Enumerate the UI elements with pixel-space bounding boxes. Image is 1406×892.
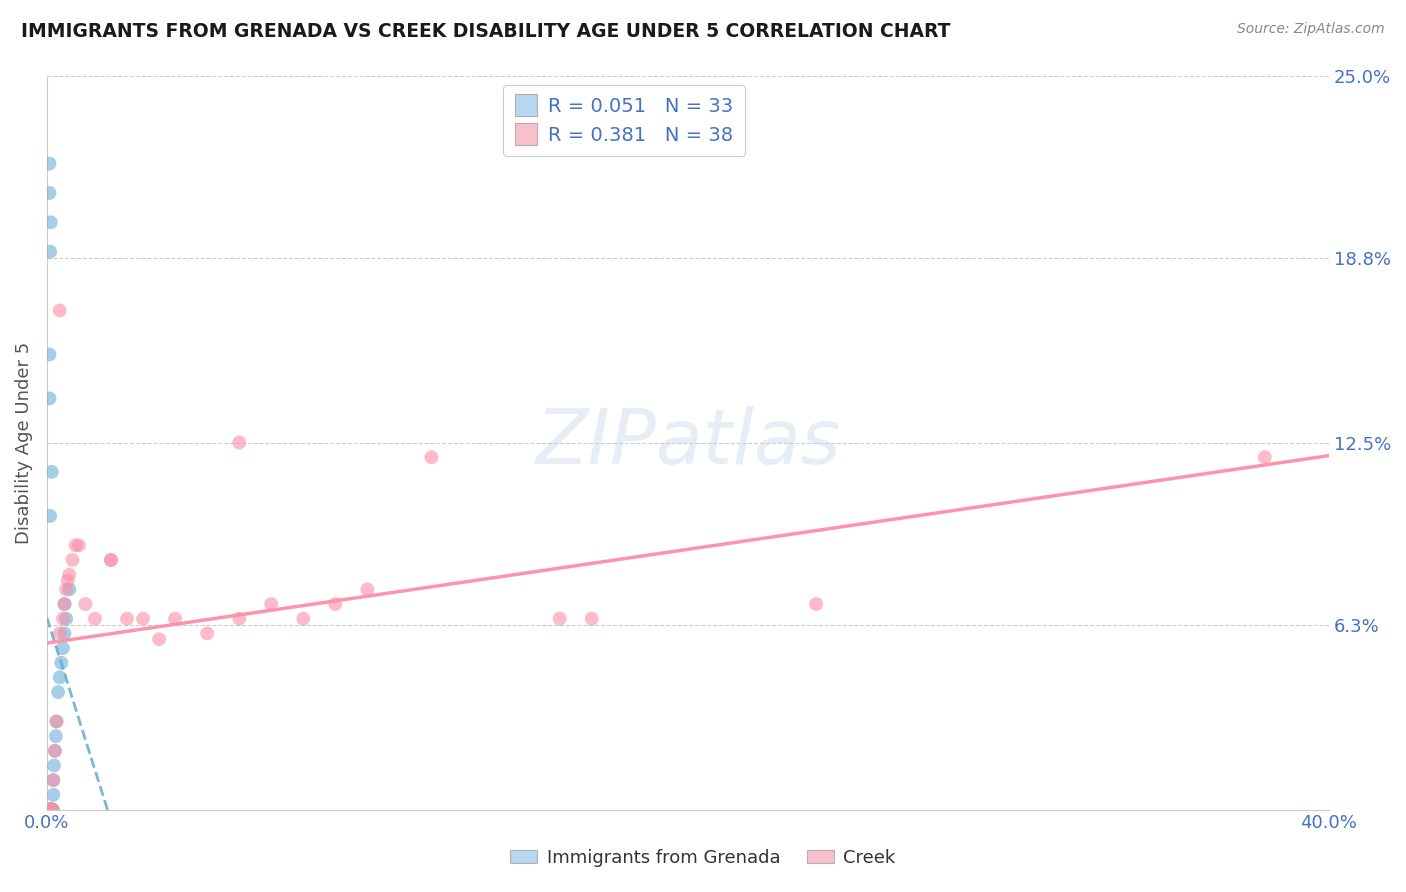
Point <box>39 803 62 817</box>
Text: ZIPatlas: ZIPatlas <box>536 406 841 480</box>
Point <box>48 670 70 684</box>
Point <box>62 553 84 567</box>
Point <box>51 656 73 670</box>
Y-axis label: Disability Age Under 5: Disability Age Under 5 <box>15 342 32 543</box>
Point <box>42 773 65 788</box>
Text: IMMIGRANTS FROM GRENADA VS CREEK DISABILITY AGE UNDER 5 CORRELATION CHART: IMMIGRANTS FROM GRENADA VS CREEK DISABIL… <box>21 22 950 41</box>
Point <box>165 612 187 626</box>
Point <box>132 612 155 626</box>
Point <box>39 803 62 817</box>
Point <box>1254 450 1277 465</box>
Point <box>39 803 62 817</box>
Point <box>41 465 63 479</box>
Point <box>100 553 122 567</box>
Point <box>52 612 75 626</box>
Point <box>56 574 79 588</box>
Point <box>55 582 77 597</box>
Point <box>115 612 138 626</box>
Point <box>58 567 80 582</box>
Point <box>100 553 122 567</box>
Point <box>39 508 62 523</box>
Point <box>228 435 250 450</box>
Point <box>195 626 218 640</box>
Point <box>53 626 76 640</box>
Point <box>48 303 70 318</box>
Point <box>45 714 67 729</box>
Point <box>42 788 65 802</box>
Point <box>581 612 603 626</box>
Point <box>53 597 76 611</box>
Point <box>75 597 97 611</box>
Point <box>65 538 87 552</box>
Point <box>58 582 80 597</box>
Point <box>38 186 60 200</box>
Point <box>38 803 60 817</box>
Point <box>84 612 107 626</box>
Point <box>39 803 62 817</box>
Point <box>38 392 60 406</box>
Point <box>356 582 378 597</box>
Point <box>41 803 63 817</box>
Point <box>39 803 62 817</box>
Point <box>45 714 67 729</box>
Legend: Immigrants from Grenada, Creek: Immigrants from Grenada, Creek <box>503 842 903 874</box>
Point <box>55 612 77 626</box>
Point <box>42 758 65 772</box>
Point <box>53 597 76 611</box>
Point <box>44 744 66 758</box>
Point <box>38 803 60 817</box>
Point <box>41 803 63 817</box>
Point <box>38 156 60 170</box>
Point <box>804 597 827 611</box>
Point <box>325 597 347 611</box>
Legend: R = 0.051   N = 33, R = 0.381   N = 38: R = 0.051 N = 33, R = 0.381 N = 38 <box>503 86 745 156</box>
Point <box>38 803 60 817</box>
Point <box>548 612 571 626</box>
Point <box>38 347 60 361</box>
Point <box>420 450 443 465</box>
Point <box>228 612 250 626</box>
Point <box>42 773 65 788</box>
Point <box>39 215 62 229</box>
Point <box>292 612 315 626</box>
Point <box>148 632 170 647</box>
Point <box>48 626 70 640</box>
Point <box>39 244 62 259</box>
Point <box>67 538 90 552</box>
Point <box>41 803 63 817</box>
Point <box>45 729 67 743</box>
Point <box>260 597 283 611</box>
Point <box>39 803 62 817</box>
Point <box>52 641 75 656</box>
Point <box>41 803 63 817</box>
Point <box>44 744 66 758</box>
Point <box>41 803 63 817</box>
Point <box>38 803 60 817</box>
Point <box>46 685 69 699</box>
Point <box>39 803 62 817</box>
Text: Source: ZipAtlas.com: Source: ZipAtlas.com <box>1237 22 1385 37</box>
